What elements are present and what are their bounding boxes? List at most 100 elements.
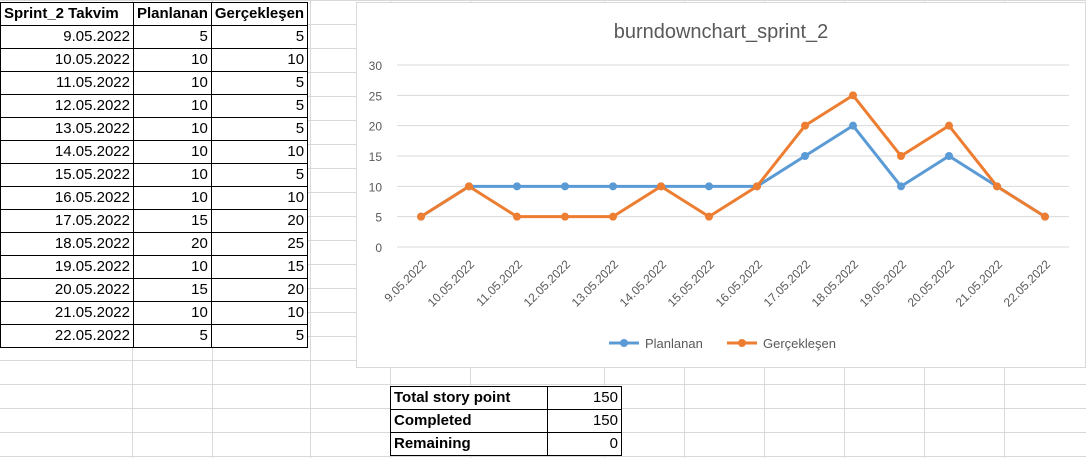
x-tick-label: 12.05.2022	[521, 257, 574, 310]
gerceklesen-cell[interactable]: 25	[210, 232, 309, 256]
gerceklesen-cell[interactable]: 10	[210, 186, 309, 210]
gerceklesen-cell[interactable]: 10	[210, 301, 309, 325]
planlanan-cell[interactable]: 10	[133, 301, 212, 325]
data-point	[801, 121, 809, 130]
header-cell-gerceklesen[interactable]: Gerçekleşen	[210, 2, 309, 26]
data-point	[513, 212, 521, 221]
date-cell[interactable]: 16.05.2022	[0, 186, 134, 210]
x-tick-label: 20.05.2022	[905, 257, 958, 310]
gerceklesen-cell[interactable]: 20	[210, 278, 309, 302]
date-cell[interactable]: 18.05.2022	[0, 232, 134, 256]
planlanan-cell[interactable]: 10	[133, 94, 212, 118]
summary-label-remaining[interactable]: Remaining	[390, 432, 548, 456]
date-cell[interactable]: 17.05.2022	[0, 209, 134, 233]
table-row: 21.05.2022 10 10	[0, 301, 309, 325]
table-header-row: Sprint_2 Takvim Planlanan Gerçekleşen	[0, 2, 309, 26]
chart-canvas: burndownchart_sprint_2 0 5 10 15 20 25 30 9.05.2…	[369, 21, 1069, 351]
gerceklesen-cell[interactable]: 10	[210, 48, 309, 72]
date-cell[interactable]: 22.05.2022	[0, 324, 134, 348]
date-cell[interactable]: 14.05.2022	[0, 140, 134, 164]
series-line-0	[420, 124, 1046, 218]
data-point	[945, 152, 953, 160]
planlanan-cell[interactable]: 10	[133, 48, 212, 72]
y-tick-label: 5	[375, 211, 382, 225]
table-row: 18.05.2022 20 25	[0, 232, 309, 256]
header-cell-planlanan[interactable]: Planlanan	[133, 2, 212, 26]
x-tick-label: 14.05.2022	[617, 257, 670, 310]
gerceklesen-cell[interactable]: 20	[210, 209, 309, 233]
x-tick-label: 18.05.2022	[809, 257, 862, 310]
data-point	[945, 121, 953, 130]
summary-row: Remaining 0	[390, 432, 622, 456]
summary-table: Total story point 150 Completed 150 Rema…	[390, 386, 622, 456]
data-point	[561, 182, 569, 191]
table-row: 10.05.2022 10 10	[0, 48, 309, 72]
data-point	[609, 182, 617, 191]
data-point	[705, 212, 713, 221]
date-cell[interactable]: 13.05.2022	[0, 117, 134, 141]
summary-value-total[interactable]: 150	[547, 386, 622, 410]
gerceklesen-cell[interactable]: 10	[210, 140, 309, 164]
gerceklesen-cell[interactable]: 15	[210, 255, 309, 279]
table-row: 20.05.2022 15 20	[0, 278, 309, 302]
x-tick-label: 17.05.2022	[761, 257, 814, 310]
data-point	[705, 182, 713, 191]
table-row: 12.05.2022 10 5	[0, 94, 309, 118]
date-cell[interactable]: 11.05.2022	[0, 71, 134, 95]
y-tick-label: 25	[369, 89, 383, 103]
table-row: 13.05.2022 10 5	[0, 117, 309, 141]
summary-value-remaining[interactable]: 0	[547, 432, 622, 456]
x-tick-label: 9.05.2022	[381, 257, 429, 305]
gerceklesen-cell[interactable]: 5	[210, 71, 309, 95]
data-point	[609, 212, 617, 221]
summary-row: Completed 150	[390, 409, 622, 433]
planlanan-cell[interactable]: 5	[133, 324, 212, 348]
date-cell[interactable]: 9.05.2022	[0, 25, 134, 49]
planlanan-cell[interactable]: 10	[133, 71, 212, 95]
planlanan-cell[interactable]: 10	[133, 163, 212, 187]
y-tick-label: 20	[369, 120, 383, 134]
planlanan-cell[interactable]: 15	[133, 278, 212, 302]
x-tick-label: 15.05.2022	[665, 257, 718, 310]
gerceklesen-cell[interactable]: 5	[210, 117, 309, 141]
date-cell[interactable]: 12.05.2022	[0, 94, 134, 118]
x-tick-label: 11.05.2022	[473, 257, 525, 309]
planlanan-cell[interactable]: 5	[133, 25, 212, 49]
data-point	[657, 182, 665, 191]
gerceklesen-cell[interactable]: 5	[210, 25, 309, 49]
summary-label-total[interactable]: Total story point	[390, 386, 548, 410]
planlanan-cell[interactable]: 15	[133, 209, 212, 233]
sheet-col-line	[310, 0, 311, 458]
planlanan-cell[interactable]: 10	[133, 186, 212, 210]
gerceklesen-cell[interactable]: 5	[210, 324, 309, 348]
data-point	[465, 182, 473, 191]
data-point	[897, 152, 905, 160]
planlanan-cell[interactable]: 10	[133, 140, 212, 164]
date-cell[interactable]: 15.05.2022	[0, 163, 134, 187]
date-cell[interactable]: 19.05.2022	[0, 255, 134, 279]
table-row: 9.05.2022 5 5	[0, 25, 309, 49]
header-cell-takvim[interactable]: Sprint_2 Takvim	[0, 2, 134, 26]
date-cell[interactable]: 10.05.2022	[0, 48, 134, 72]
planlanan-cell[interactable]: 10	[133, 117, 212, 141]
planlanan-cell[interactable]: 10	[133, 255, 212, 279]
gerceklesen-cell[interactable]: 5	[210, 163, 309, 187]
planlanan-cell[interactable]: 20	[133, 232, 212, 256]
x-tick-label: 10.05.2022	[425, 257, 478, 310]
series-line-1	[420, 93, 1046, 219]
chart-title: burndownchart_sprint_2	[614, 21, 829, 43]
date-cell[interactable]: 20.05.2022	[0, 278, 134, 302]
y-tick-label: 10	[369, 180, 383, 194]
burndown-chart[interactable]: burndownchart_sprint_2 0 5 10 15 20 25 30 9.05.2…	[356, 2, 1086, 368]
summary-value-completed[interactable]: 150	[547, 409, 622, 433]
summary-label-completed[interactable]: Completed	[390, 409, 548, 433]
table-row: 16.05.2022 10 10	[0, 186, 309, 210]
table-row: 22.05.2022 5 5	[0, 324, 309, 348]
data-point	[993, 182, 1001, 191]
date-cell[interactable]: 21.05.2022	[0, 301, 134, 325]
data-point	[897, 182, 905, 191]
gerceklesen-cell[interactable]: 5	[210, 94, 309, 118]
x-tick-label: 19.05.2022	[857, 257, 910, 310]
table-row: 15.05.2022 10 5	[0, 163, 309, 187]
y-tick-label: 0	[375, 241, 382, 255]
